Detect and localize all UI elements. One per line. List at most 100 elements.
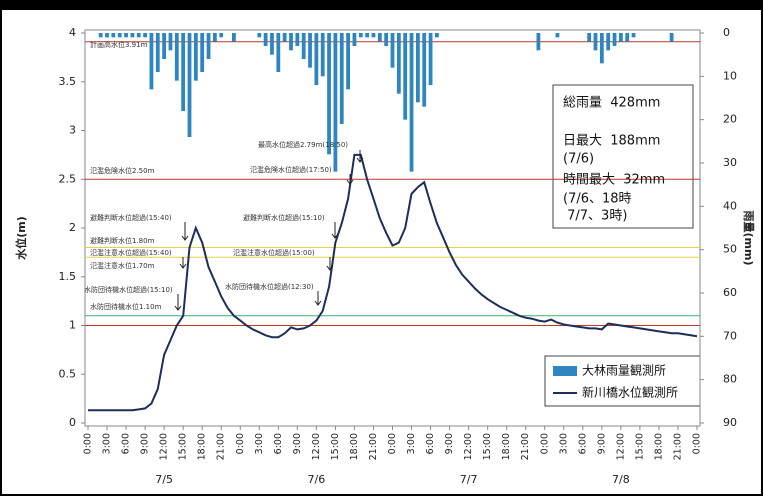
x-tick-label: 12:00 [311, 433, 322, 460]
rain-bar [282, 33, 287, 42]
legend-label: 大林雨量観測所 [582, 364, 666, 378]
x-tick-label: 0:00 [387, 433, 398, 454]
reference-label: 氾濫危険水位2.50m [90, 166, 155, 175]
rain-bar [270, 33, 274, 55]
legend-swatch [553, 366, 577, 376]
rain-bar [631, 33, 636, 38]
rain-bar [618, 33, 623, 42]
rain-bar [403, 33, 408, 120]
y-tick-label: 2.5 [59, 172, 77, 185]
rain-bar [219, 33, 224, 38]
rain-bar [295, 33, 300, 46]
x-tick-label: 15:00 [330, 433, 341, 460]
rain-bar [181, 33, 186, 111]
x-tick-label: 15:00 [634, 433, 645, 460]
x-tick-label: 9:00 [140, 433, 151, 454]
annotation: 避難判断水位超過(15:40) [90, 213, 172, 222]
rain-bar [187, 33, 192, 137]
annotation: 水防団待機水位超過(15:10) [84, 285, 173, 294]
arrow-head [179, 263, 187, 269]
rain-bar [365, 33, 370, 38]
rain-bar [435, 33, 439, 38]
arrow-head [326, 265, 334, 271]
rain-bar [206, 33, 211, 59]
summary-text: (7/6、18時 [563, 192, 632, 207]
rain-bar [276, 33, 281, 72]
x-tick-label: 15:00 [482, 433, 493, 460]
rain-bar [606, 33, 611, 51]
rain-bar [162, 33, 167, 59]
rain-bar [384, 33, 389, 46]
annotation: 氾濫危険水位超過(17:50) [250, 165, 332, 174]
x-tick-label: 9:00 [444, 433, 455, 454]
rain-bar [263, 33, 268, 46]
rain-bar [143, 33, 147, 38]
y2-tick-label: 0 [723, 26, 730, 39]
y2-tick-label: 90 [723, 416, 737, 429]
x-tick-label: 18:00 [501, 433, 512, 460]
rain-bar [377, 33, 382, 42]
arrow-head [181, 235, 189, 241]
summary-text: 日最大 188mm [563, 134, 660, 149]
x-tick-label: 9:00 [596, 433, 607, 454]
rain-bar [320, 33, 325, 77]
rain-bar [232, 33, 236, 42]
y-tick-label: 0 [69, 416, 76, 429]
reference-label: 氾濫注意水位1.70m [90, 261, 155, 270]
rain-bar [612, 33, 617, 46]
rain-bar [555, 33, 560, 38]
date-label: 7/7 [460, 473, 478, 486]
rain-bar [155, 33, 160, 72]
x-tick-label: 9:00 [292, 433, 303, 454]
water-level-line [88, 153, 698, 412]
rain-bar [587, 33, 592, 42]
x-tick-label: 0:00 [692, 433, 703, 454]
annotation: 水防団待機水位超過(12:30) [225, 282, 314, 291]
rain-bar [536, 33, 541, 51]
rain-bar [136, 33, 141, 38]
rain-bar [149, 33, 154, 90]
x-tick-label: 3:00 [558, 433, 569, 454]
x-tick-label: 21:00 [520, 433, 531, 460]
x-tick-label: 12:00 [159, 433, 170, 460]
x-tick-label: 18:00 [349, 433, 360, 460]
legend-label: 新川橋水位観測所 [582, 385, 678, 400]
rain-bar [396, 33, 401, 94]
x-tick-label: 3:00 [254, 433, 265, 454]
x-tick-label: 12:00 [463, 433, 474, 460]
annotation: 氾濫注意水位超過(15:40) [90, 248, 172, 257]
x-tick-label: 6:00 [577, 433, 588, 454]
rain-bar [669, 33, 674, 42]
x-tick-label: 15:00 [178, 433, 189, 460]
rain-bar [625, 33, 630, 42]
date-label: 7/6 [308, 473, 326, 486]
arrow-head [174, 305, 182, 311]
rain-bar [339, 33, 344, 124]
y-tick-label: 3.5 [59, 75, 77, 88]
arrow-head [331, 233, 339, 239]
rain-bar [428, 33, 433, 85]
rain-bar [327, 33, 331, 155]
x-tick-label: 12:00 [615, 433, 626, 460]
y2-tick-label: 60 [723, 286, 737, 299]
y-tick-label: 1 [69, 319, 76, 332]
y2-tick-label: 70 [723, 329, 737, 342]
x-tick-label: 18:00 [197, 433, 208, 460]
x-tick-label: 6:00 [273, 433, 284, 454]
summary-text: 総雨量 428mm [563, 96, 660, 111]
rain-bar [599, 33, 604, 64]
rain-bar [409, 33, 414, 172]
rain-bar [105, 33, 109, 38]
rain-bar [301, 33, 306, 59]
x-tick-label: 3:00 [102, 433, 113, 454]
arrow-head [314, 300, 322, 306]
rain-bar [257, 33, 262, 38]
annotation: 氾濫注意水位超過(15:00) [233, 248, 315, 257]
x-tick-label: 0:00 [83, 433, 94, 454]
rain-bar [422, 33, 427, 107]
y-axis-label: 水位(m) [14, 216, 28, 260]
rain-bar [168, 33, 173, 51]
rain-bar [308, 33, 312, 68]
